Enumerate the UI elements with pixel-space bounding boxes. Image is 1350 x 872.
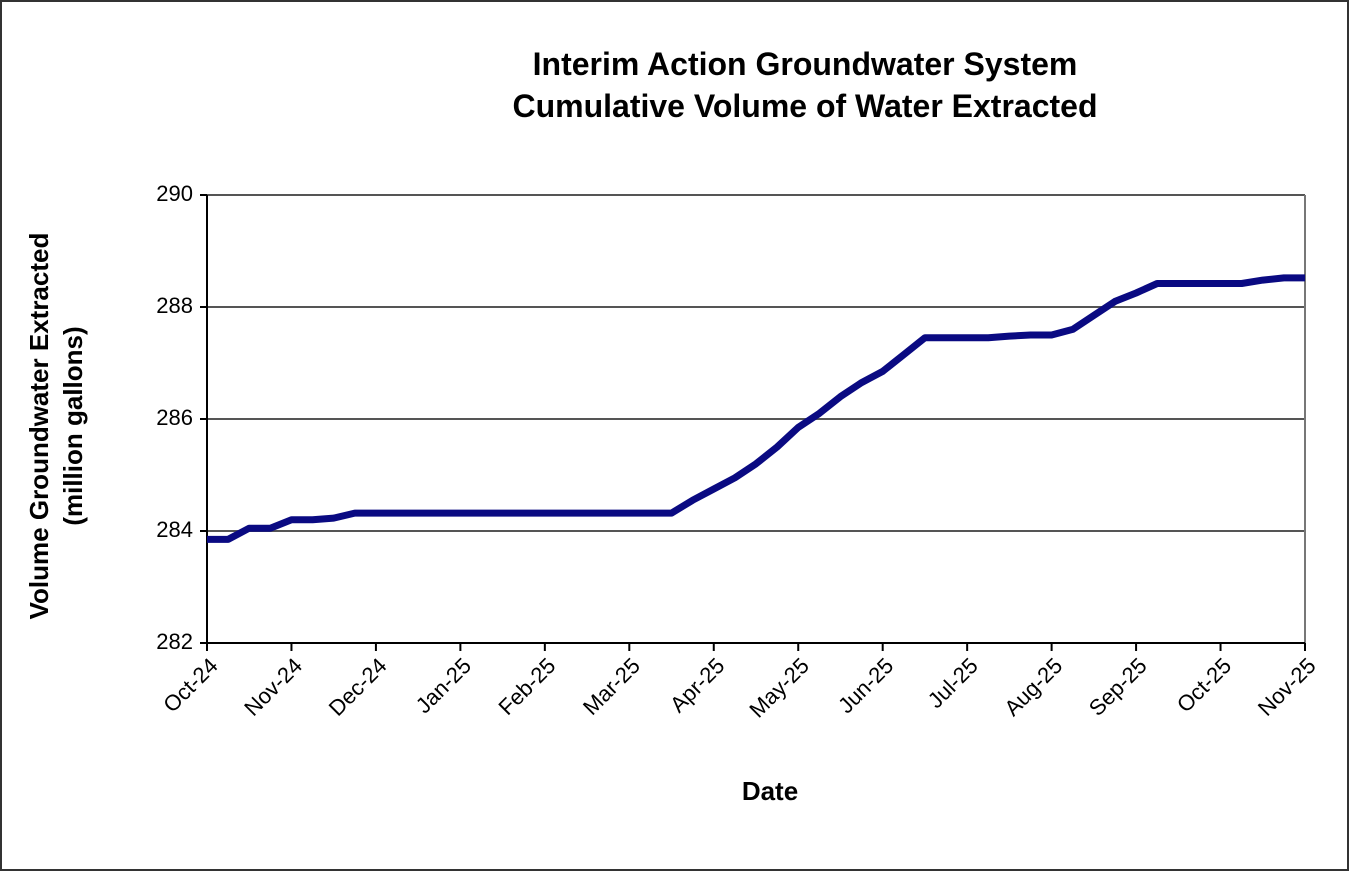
- data-line: [207, 274, 1305, 543]
- chart-subtitle: Cumulative Volume of Water Extracted: [512, 88, 1097, 124]
- y-tick-label: 284: [156, 517, 193, 542]
- y-tick-label: 290: [156, 181, 193, 206]
- y-tick-label: 286: [156, 405, 193, 430]
- x-axis-label: Date: [742, 776, 798, 806]
- y-tick-label: 288: [156, 293, 193, 318]
- y-axis-label: (million gallons): [58, 326, 88, 525]
- y-axis-label: Volume Groundwater Extracted: [24, 233, 54, 620]
- y-tick-label: 282: [156, 629, 193, 654]
- chart-title: Interim Action Groundwater System: [533, 46, 1078, 82]
